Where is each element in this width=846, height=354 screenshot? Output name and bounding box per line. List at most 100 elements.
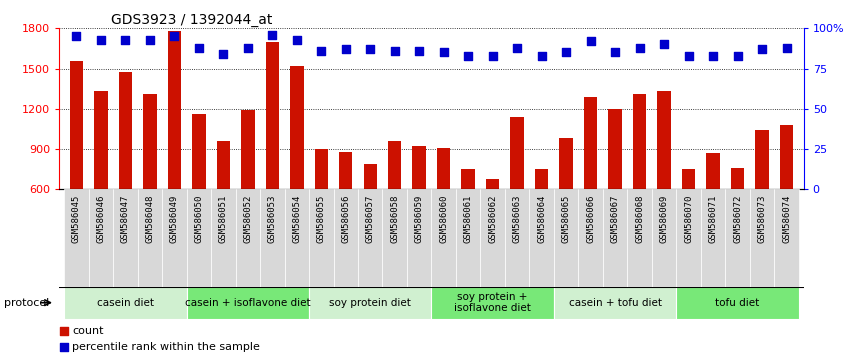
Point [266,32,279,38]
Bar [358,189,382,287]
Bar [192,114,206,189]
Point [192,45,206,51]
Text: GSM586063: GSM586063 [513,194,522,242]
Bar [559,138,573,189]
Point [535,53,548,58]
Bar [333,189,358,287]
Point [290,37,304,42]
Bar [339,152,353,189]
Text: GSM586064: GSM586064 [537,194,547,242]
Text: GDS3923 / 1392044_at: GDS3923 / 1392044_at [112,13,272,27]
Text: GSM586058: GSM586058 [390,194,399,242]
Bar [211,189,235,287]
Text: count: count [72,326,103,336]
Text: GSM586074: GSM586074 [782,194,791,242]
Bar [628,189,652,287]
Bar [235,189,260,287]
Bar [750,189,774,287]
Text: GSM586049: GSM586049 [170,194,179,242]
Text: GSM586070: GSM586070 [684,194,693,242]
Point [413,48,426,54]
Bar [505,189,530,287]
Bar [309,287,431,319]
Bar [725,189,750,287]
Text: GSM586053: GSM586053 [268,194,277,242]
Text: protocol: protocol [4,298,49,308]
Bar [168,31,181,189]
Bar [187,287,309,319]
Point [94,37,107,42]
Text: GSM586045: GSM586045 [72,194,81,242]
Point [388,48,402,54]
Point [168,34,181,39]
Text: GSM586047: GSM586047 [121,194,129,242]
Point [437,50,450,55]
Bar [652,189,676,287]
Bar [510,117,524,189]
Text: GSM586067: GSM586067 [611,194,619,242]
Bar [382,189,407,287]
Text: GSM586061: GSM586061 [464,194,473,242]
Bar [774,189,799,287]
Text: GSM586048: GSM586048 [146,194,154,242]
Text: soy protein +
isoflavone diet: soy protein + isoflavone diet [454,292,531,314]
Point [364,46,377,52]
Bar [315,149,328,189]
Bar [437,148,450,189]
Text: casein + isoflavone diet: casein + isoflavone diet [185,298,310,308]
Point [633,45,646,51]
Bar [554,189,579,287]
Point [510,45,524,51]
Point [339,46,353,52]
Point [657,42,671,47]
Bar [554,287,676,319]
Text: GSM586066: GSM586066 [586,194,595,242]
Bar [407,189,431,287]
Point [310,272,324,277]
Bar [755,130,769,189]
Point [143,37,157,42]
Bar [89,189,113,287]
Bar [676,287,799,319]
Bar [64,189,89,287]
Bar [706,153,720,189]
Point [780,45,794,51]
Bar [64,287,187,319]
Point [608,50,622,55]
Bar [603,189,628,287]
Text: GSM586055: GSM586055 [316,194,326,242]
Point [682,53,695,58]
Text: GSM586073: GSM586073 [757,194,766,242]
Text: GSM586071: GSM586071 [709,194,717,242]
Point [486,53,499,58]
Bar [657,91,671,189]
Bar [456,189,481,287]
Bar [676,189,700,287]
Bar [700,189,725,287]
Point [315,48,328,54]
Text: casein diet: casein diet [96,298,154,308]
Point [755,46,769,52]
Bar [138,189,162,287]
Bar [113,189,138,287]
Text: GSM586051: GSM586051 [219,194,228,242]
Bar [284,189,309,287]
Bar [266,42,279,189]
Point [559,50,573,55]
Text: GSM586068: GSM586068 [635,194,644,242]
Text: casein + tofu diet: casein + tofu diet [569,298,662,308]
Text: GSM586050: GSM586050 [195,194,203,242]
Bar [431,189,456,287]
Bar [731,168,744,189]
Bar [260,189,284,287]
Point [241,45,255,51]
Text: GSM586046: GSM586046 [96,194,106,242]
Point [310,127,324,132]
Bar [187,189,211,287]
Bar [388,141,402,189]
Text: GSM586052: GSM586052 [244,194,252,242]
Text: percentile rank within the sample: percentile rank within the sample [72,342,260,352]
Bar [530,189,554,287]
Text: GSM586062: GSM586062 [488,194,497,242]
Bar [486,179,499,189]
